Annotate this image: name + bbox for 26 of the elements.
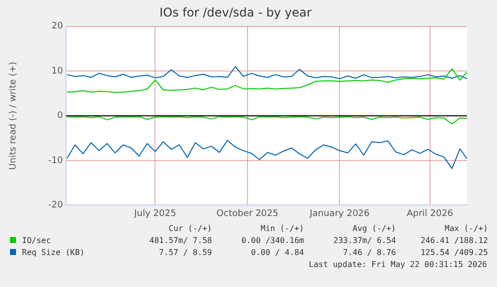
text: 7.46 / 8.76: [342, 248, 396, 256]
text: Max (-/+): [444, 224, 488, 232]
x-tick-label: January 2026: [308, 208, 370, 219]
text: 233.37m/ 6.54: [332, 236, 396, 244]
text: Min (-/+): [260, 224, 304, 232]
legend-label: Req Size (KB): [21, 248, 86, 256]
text: 0.00 / 4.84: [250, 248, 304, 256]
y-tick-label: 20: [52, 22, 64, 32]
text: 7.57 / 8.59: [158, 248, 212, 256]
text: 125.54 /409.25: [420, 248, 488, 256]
legend-label: IO/sec: [21, 236, 52, 244]
x-tick-label: July 2025: [133, 208, 176, 219]
chart-title: IOs for /dev/sda - by year: [159, 5, 312, 20]
x-tick-label: April 2026: [406, 208, 454, 219]
x-tick-label: October 2025: [216, 208, 278, 219]
text: 481.57m/ 7.58: [148, 236, 212, 244]
text: Cur (-/+): [168, 224, 212, 232]
text: Last update: Fri May 22 00:31:15 2026: [308, 258, 487, 270]
y-tick-label: 0: [57, 111, 64, 122]
text: 0.00 /340.16m: [240, 236, 304, 244]
text: Avg (-/+): [352, 224, 396, 232]
y-axis-title: Units read (-) / write (+): [8, 62, 19, 170]
y-tick-label: -20: [48, 200, 64, 211]
y-tick-label: 10: [52, 66, 64, 76]
text: 246.41 /188.12: [420, 236, 488, 244]
y-tick-label: -10: [48, 156, 64, 166]
